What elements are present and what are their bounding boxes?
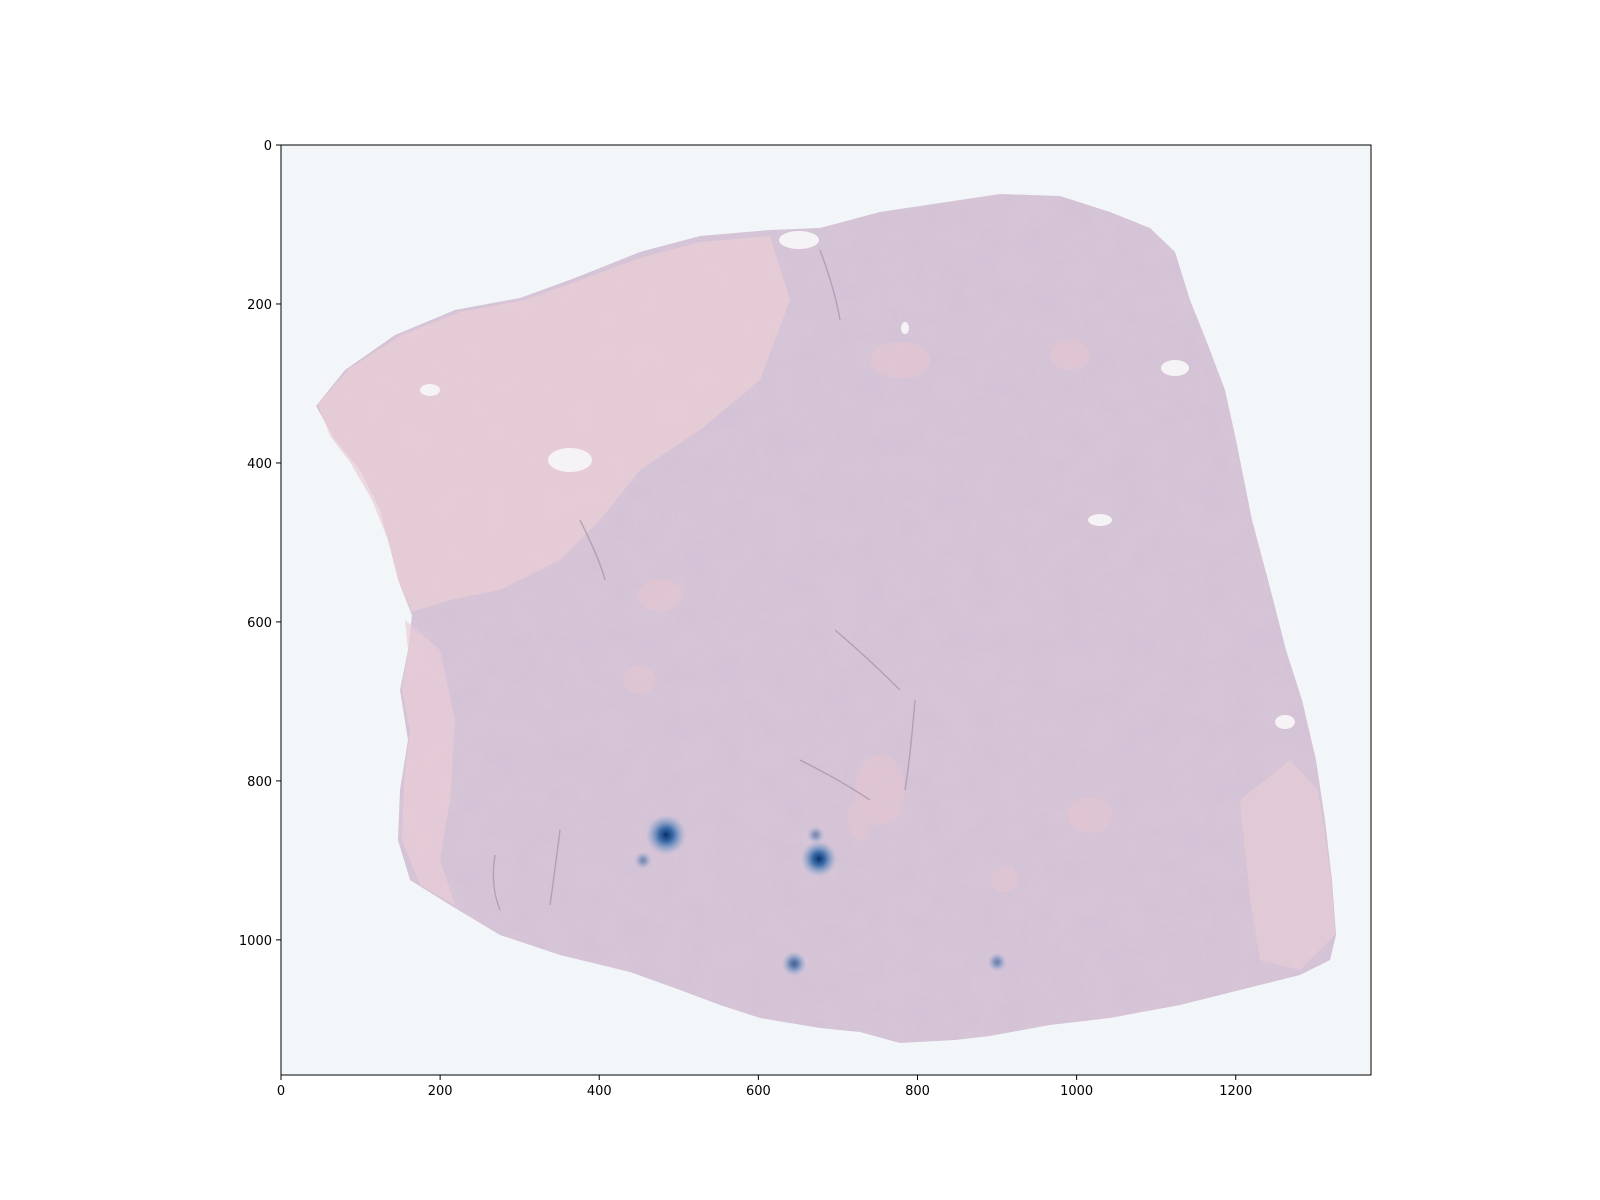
tissue-region-lower-left xyxy=(402,620,455,905)
tissue-region-upper-left xyxy=(318,236,790,612)
x-tick-label: 200 xyxy=(428,1084,453,1099)
tissue-region-right-edge xyxy=(1240,760,1335,970)
hotspot xyxy=(987,952,1007,972)
hotspot xyxy=(781,951,807,977)
x-tick-label: 400 xyxy=(587,1084,612,1099)
x-tick-label: 1200 xyxy=(1219,1084,1252,1099)
x-tick-label: 800 xyxy=(905,1084,930,1099)
hotspot xyxy=(800,840,837,877)
tissue-folds xyxy=(492,249,916,911)
y-tick-label: 800 xyxy=(247,775,272,790)
x-tick-label: 600 xyxy=(746,1084,771,1099)
tissue-holes xyxy=(420,231,1295,729)
y-axis: 0 200 400 600 800 1000 xyxy=(239,139,281,949)
hotspot xyxy=(806,826,825,844)
x-tick-label: 0 xyxy=(277,1084,285,1099)
x-axis: 0 200 400 600 800 1000 1200 xyxy=(277,1075,1252,1099)
tissue-patches xyxy=(624,340,1112,892)
hotspot xyxy=(634,851,652,870)
hotspot xyxy=(646,814,687,855)
y-tick-label: 400 xyxy=(247,457,272,472)
axes-frame xyxy=(280,144,1372,1076)
y-tick-label: 200 xyxy=(247,298,272,313)
y-tick-label: 600 xyxy=(247,616,272,631)
heatmap-hotspots xyxy=(634,814,1007,977)
x-tick-label: 1000 xyxy=(1060,1084,1093,1099)
y-tick-label: 0 xyxy=(264,139,272,154)
y-tick-label: 1000 xyxy=(239,934,272,949)
